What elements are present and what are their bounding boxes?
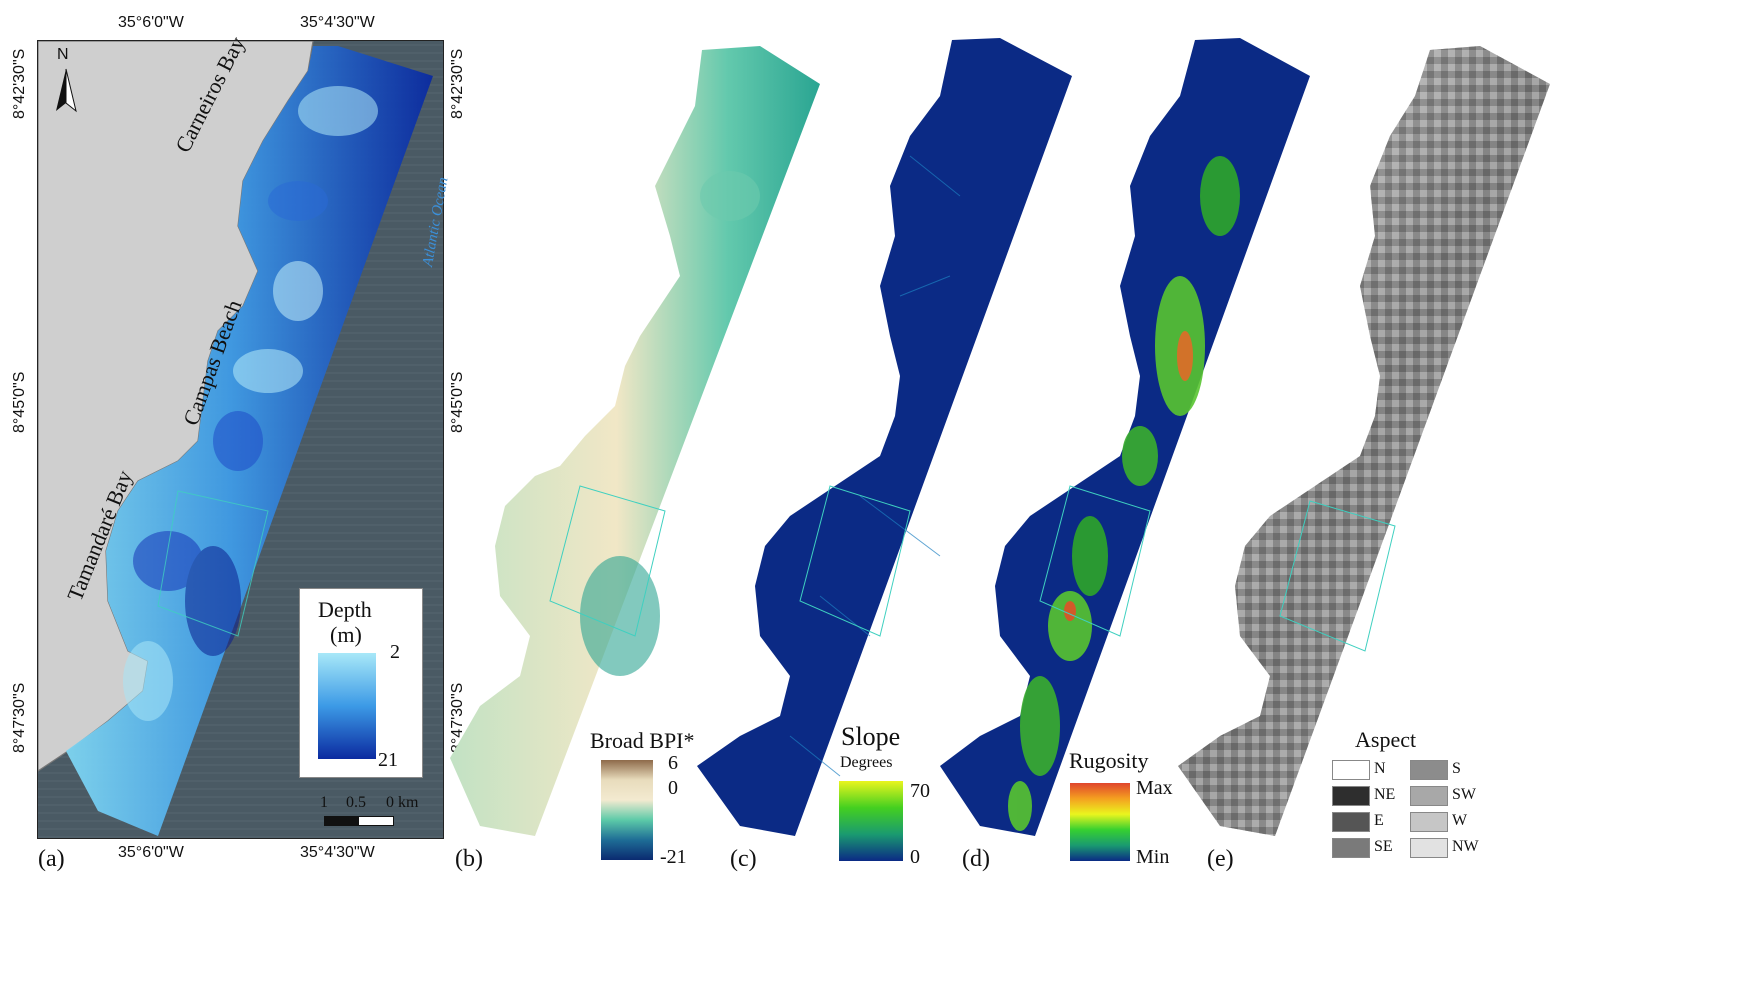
panel-a-frame <box>37 40 444 839</box>
slope-strip <box>697 38 1072 836</box>
aspect-label-w: W <box>1452 812 1468 829</box>
depth-texture <box>123 86 378 721</box>
strip-panels <box>450 38 1550 836</box>
depth-colorbar <box>318 653 376 759</box>
bpi-legend-max: 6 <box>668 752 678 774</box>
scale-label-1: 1 <box>320 794 328 811</box>
slope-legend-min: 0 <box>910 846 920 868</box>
aspect-swatch-sw <box>1410 786 1448 806</box>
aspect-swatch-nw <box>1410 838 1448 858</box>
scale-bar: 1 0.5 0 km <box>318 794 428 828</box>
panel-e-label: (e) <box>1207 846 1234 872</box>
depth-legend-max: 2 <box>390 641 400 663</box>
panel-b-label: (b) <box>455 846 483 872</box>
aspect-label-e: E <box>1374 812 1384 829</box>
aspect-strip <box>1178 46 1550 836</box>
depth-legend-title: Depth <box>318 597 372 622</box>
slope-legend-title: Slope <box>841 722 901 751</box>
aspect-swatch-w <box>1410 812 1448 832</box>
aspect-label-se: SE <box>1374 838 1393 855</box>
rugosity-legend-title: Rugosity <box>1069 748 1149 773</box>
bpi-legend-mid: 0 <box>668 777 678 799</box>
lon-bottom-1: 35°6'0"W <box>118 844 184 861</box>
aspect-label-ne: NE <box>1374 786 1396 803</box>
panel-d-label: (d) <box>962 846 990 872</box>
north-label: N <box>57 46 69 63</box>
rugosity-colorbar <box>1070 783 1130 861</box>
depth-legend: Depth (m) 2 21 <box>299 588 423 778</box>
aspect-legend-title: Aspect <box>1355 727 1417 752</box>
panel-c-label: (c) <box>730 846 757 872</box>
depth-map <box>38 41 443 838</box>
aspect-swatch-n <box>1332 760 1370 780</box>
lon-top-2: 35°4'30"W <box>300 14 375 31</box>
slope-colorbar <box>839 781 903 861</box>
aspect-swatch-se <box>1332 838 1370 858</box>
lat-left-3: 8°47'30"S <box>11 682 28 753</box>
slope-legend-max: 70 <box>910 780 930 802</box>
bpi-legend-min: -21 <box>660 846 687 868</box>
lat-left-1: 8°42'30"S <box>11 48 28 119</box>
scale-label-05: 0.5 <box>346 794 366 811</box>
bpi-strip <box>450 46 820 836</box>
scale-label-0: 0 km <box>386 794 419 811</box>
north-arrow-icon <box>56 68 77 113</box>
protected-area-outline <box>157 490 269 637</box>
scale-bar-graphic <box>324 816 394 826</box>
depth-legend-min: 21 <box>378 749 398 771</box>
rugosity-legend-max: Max <box>1136 777 1173 799</box>
aspect-swatch-ne <box>1332 786 1370 806</box>
aspect-label-n: N <box>1374 760 1386 777</box>
rugosity-strip <box>940 38 1310 836</box>
lon-top-1: 35°6'0"W <box>118 14 184 31</box>
aspect-swatch-e <box>1332 812 1370 832</box>
aspect-legend-grid: N NE E SE S SW W NW <box>1332 760 1492 860</box>
lat-left-2: 8°45'0"S <box>11 371 28 433</box>
aspect-label-nw: NW <box>1452 838 1479 855</box>
aspect-label-sw: SW <box>1452 786 1476 803</box>
panel-a-label: (a) <box>38 846 65 872</box>
aspect-swatch-s <box>1410 760 1448 780</box>
lon-bottom-2: 35°4'30"W <box>300 844 375 861</box>
aspect-label-s: S <box>1452 760 1461 777</box>
rugosity-legend-min: Min <box>1136 846 1170 868</box>
depth-legend-unit: (m) <box>330 622 362 647</box>
bpi-colorbar <box>601 760 653 860</box>
bpi-legend-title: Broad BPI* <box>590 728 695 753</box>
slope-legend-subtitle: Degrees <box>840 754 893 771</box>
